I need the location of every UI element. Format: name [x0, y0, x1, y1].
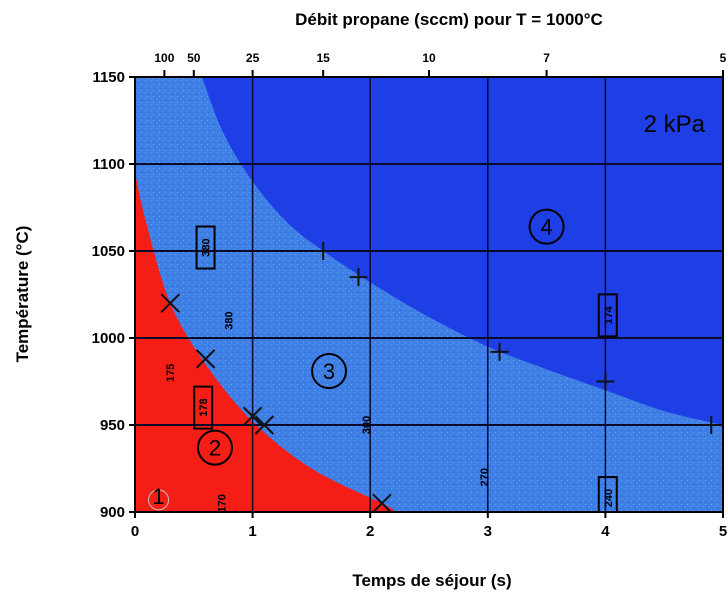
- x-axis-label: Temps de séjour (s): [352, 571, 511, 590]
- y-axis-label: Température (°C): [13, 226, 32, 363]
- top-tick-label: 5: [720, 51, 727, 65]
- boxed-value-label: 174: [603, 305, 615, 324]
- vertical-value-label: 270: [479, 468, 491, 486]
- top-tick-label: 50: [187, 51, 201, 65]
- vertical-value-label: 170: [217, 494, 229, 512]
- x-tick-label: 2: [366, 523, 374, 540]
- x-tick-label: 0: [131, 523, 139, 540]
- top-tick-label: 25: [246, 51, 260, 65]
- pressure-label: 2 kPa: [644, 111, 706, 138]
- vertical-value-label: 380: [224, 311, 236, 329]
- y-tick-label: 950: [100, 417, 125, 434]
- top-tick-label: 100: [154, 51, 174, 65]
- y-axis: 900 950 1000 1050 1100 1150: [92, 69, 135, 521]
- y-tick-label: 1150: [92, 69, 125, 86]
- x-tick-label: 5: [719, 523, 727, 540]
- y-tick-label: 1000: [92, 330, 125, 347]
- y-tick-label: 900: [100, 504, 125, 521]
- boxed-value-label: 380: [201, 238, 213, 256]
- plot-area: 175 380 300 270 170 380 178 174 240 1 2 3 4 2 kPa: [135, 77, 723, 519]
- top-tick-label: 10: [422, 51, 436, 65]
- boxed-value-label: 240: [603, 489, 615, 507]
- region-number: 2: [209, 436, 221, 461]
- top-tick-label: 15: [316, 51, 330, 65]
- top-axis: 100 50 25 15 10 7 5: [154, 51, 726, 77]
- region-number: 3: [323, 359, 335, 384]
- vertical-value-label: 175: [165, 364, 177, 382]
- vertical-value-label: 300: [361, 416, 373, 434]
- x-tick-label: 4: [601, 523, 610, 540]
- boxed-value-label: 178: [198, 398, 210, 416]
- top-tick-label: 7: [543, 51, 550, 65]
- y-tick-label: 1100: [92, 156, 125, 173]
- region-number: 4: [540, 215, 552, 240]
- x-tick-label: 3: [484, 523, 492, 540]
- region-number: 1: [152, 484, 164, 509]
- y-tick-label: 1050: [92, 243, 125, 260]
- x-tick-label: 1: [248, 523, 256, 540]
- chart-title: Débit propane (sccm) pour T = 1000°C: [295, 10, 603, 29]
- x-axis: 0 1 2 3 4 5: [131, 512, 727, 540]
